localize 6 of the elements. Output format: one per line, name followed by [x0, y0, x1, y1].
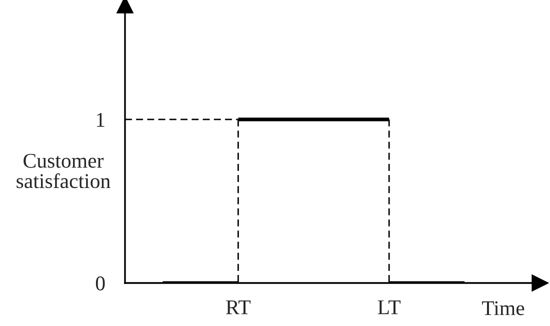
x-tick-label: RT	[226, 300, 251, 314]
x-tick-label: LT	[378, 300, 401, 314]
y-tick-label: 1	[96, 112, 104, 127]
y-axis-title: Customer satisfaction	[16, 154, 110, 188]
x-axis-title: Time	[482, 301, 524, 316]
y-tick-label: 0	[96, 276, 105, 290]
